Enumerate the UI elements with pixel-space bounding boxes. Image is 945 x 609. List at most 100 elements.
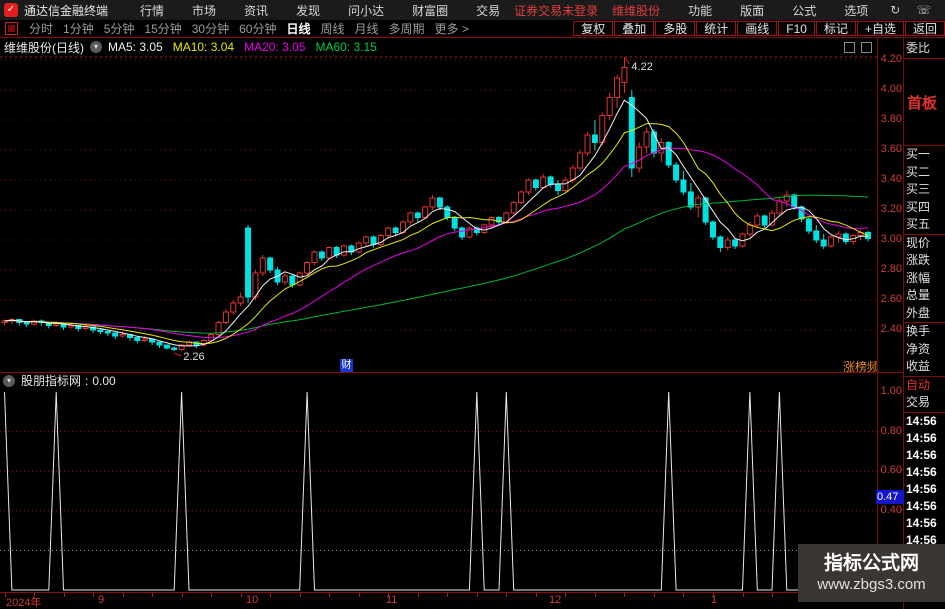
candle-body [783,194,790,202]
candle-body [591,134,598,143]
time-tick [595,593,596,597]
candle-body [90,326,97,331]
quote-field-label: 买四 [906,199,931,214]
phone-icon[interactable]: ☏ [916,3,932,17]
period-tab[interactable]: 1分钟 [63,22,94,36]
candle-body [53,323,60,326]
panel-separator[interactable] [0,372,903,373]
trade-time-row[interactable]: 14:56 [906,430,937,445]
menu-item[interactable]: 行情 [140,3,165,18]
ticker-label[interactable]: 涨榜频 [843,360,880,374]
candle-body [510,202,517,214]
period-tab[interactable]: 5分钟 [103,22,135,36]
candle-body [377,235,384,245]
finance-news-marker[interactable]: 财 [340,359,353,372]
candle-body [67,325,74,328]
toolbar-button[interactable]: 画线 [737,21,778,36]
time-tick [713,593,714,597]
candle-body [289,275,296,286]
indicator-axis-label: 0.40 [880,503,902,516]
app-title: 通达信金融终端 [24,3,109,18]
quote-field-label: 现价 [906,235,931,250]
period-tab[interactable]: 分时 [29,22,54,36]
period-tab[interactable]: 30分钟 [191,22,230,36]
candle-body [318,251,325,259]
toolbar-button[interactable]: 多股 [655,21,696,36]
time-axis-label: 9 [98,594,105,606]
candle-body [112,332,119,337]
topbar-icons: ↻ ☏ ✉ [882,3,945,17]
candle-body [436,197,443,208]
price-axis-label: 4.00 [880,83,902,95]
main-candlestick-chart[interactable]: 4.22 2.26 [0,56,878,373]
menu-item[interactable]: 市场 [192,3,217,18]
tdx-logo-icon [4,3,18,17]
period-tab[interactable]: 更多 > [434,22,469,36]
refresh-icon[interactable]: ↻ [890,3,901,17]
toolbar-button[interactable]: 复权 [573,21,614,36]
chart-header-icons [838,41,872,53]
indicator-name[interactable]: 股朋指标网 [21,374,82,388]
toolbar-button[interactable]: +自选 [856,21,904,36]
trade-time-row[interactable]: 14:56 [906,447,937,462]
chevron-down-icon[interactable] [90,41,102,53]
menu-item[interactable]: 问小达 [348,3,385,18]
candle-body [459,227,466,238]
period-tab[interactable]: 60分钟 [239,22,277,36]
current-stock[interactable]: 维维股份 [612,3,661,18]
price-axis-label: 3.40 [880,173,902,185]
period-tab[interactable]: 周线 [320,22,345,36]
chevron-down-icon[interactable] [3,374,15,387]
menu-item[interactable]: 功能 [688,3,713,18]
toolbar-button[interactable]: F10 [778,21,815,36]
candle-body [540,176,547,188]
toolbar-button[interactable]: 标记 [815,21,856,36]
period-tab[interactable]: 日线 [286,22,311,36]
toolbar-button[interactable]: 统计 [696,21,737,36]
menu-item[interactable]: 公式 [792,3,817,18]
period-tab[interactable]: 月线 [354,22,379,36]
trade-time-row[interactable]: 14:56 [906,515,937,530]
chart-title[interactable]: 维维股份(日线) [4,40,84,55]
trade-time-row[interactable]: 14:56 [906,464,937,479]
trade-time-row[interactable]: 14:56 [906,498,937,513]
ma-legend: MA5: 3.05 MA10: 3.04 MA20: 3.05 MA60: 3.15 [108,40,387,54]
trade-time-row[interactable]: 14:56 [906,413,937,428]
trade-time-row[interactable]: 14:56 [906,481,937,496]
time-tick [34,593,35,597]
candle-body [687,191,694,208]
menu-item[interactable]: 交易 [476,3,501,18]
candle-body [702,197,709,223]
screen-layout-icon[interactable] [5,22,18,35]
menu-item[interactable]: 资讯 [244,3,269,18]
candle-body [311,251,318,263]
time-tick [447,593,448,597]
toolbar-button[interactable]: 返回 [904,21,945,36]
price-axis-label: 3.20 [880,203,902,215]
candle-body [532,179,539,188]
toolbar-button[interactable]: 叠加 [614,21,655,36]
maximize-icon[interactable] [861,41,872,53]
toolbar-buttons: 复权 叠加 多股 统计 画线 F10 标记 +自选 返回 [572,21,945,36]
window-icon[interactable] [844,41,855,53]
candle-body [828,236,835,247]
watermark: 指标公式网 www.zbgs3.com [798,544,945,602]
watermark-title: 指标公式网 [823,553,919,574]
quote-field-label[interactable]: 自动 [906,377,931,392]
menu-item[interactable]: 选项 [844,3,869,18]
trade-time-row[interactable]: 14:56 [906,532,937,547]
period-tab[interactable]: 15分钟 [144,22,182,36]
menu-item[interactable]: 发现 [296,3,321,18]
panel-divider [904,322,945,323]
quote-field-label: 交易 [906,395,931,409]
mail-icon[interactable]: ✉ [939,3,945,17]
promo-banner[interactable]: 首板 [907,94,938,112]
login-status[interactable]: 证券交易未登录 [514,3,599,18]
menu-item[interactable]: 财富圈 [412,3,449,18]
candle-body [97,329,104,332]
indicator-chart[interactable] [0,388,878,592]
menu-item[interactable]: 版面 [740,3,765,18]
period-tab[interactable]: 多周期 [388,22,425,36]
quote-field-label: 收益 [906,359,931,373]
